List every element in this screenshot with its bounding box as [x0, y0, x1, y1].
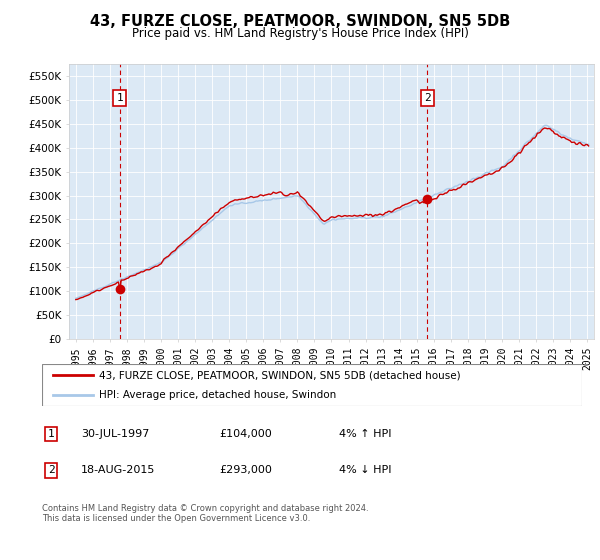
Text: 1: 1 [116, 93, 123, 103]
Text: Contains HM Land Registry data © Crown copyright and database right 2024.
This d: Contains HM Land Registry data © Crown c… [42, 504, 368, 524]
Text: HPI: Average price, detached house, Swindon: HPI: Average price, detached house, Swin… [98, 390, 336, 400]
Text: 1: 1 [47, 429, 55, 439]
Text: 30-JUL-1997: 30-JUL-1997 [81, 429, 149, 439]
Text: 43, FURZE CLOSE, PEATMOOR, SWINDON, SN5 5DB (detached house): 43, FURZE CLOSE, PEATMOOR, SWINDON, SN5 … [98, 370, 460, 380]
Text: 43, FURZE CLOSE, PEATMOOR, SWINDON, SN5 5DB: 43, FURZE CLOSE, PEATMOOR, SWINDON, SN5 … [90, 14, 510, 29]
Text: 2: 2 [424, 93, 431, 103]
Text: 2: 2 [47, 465, 55, 475]
FancyBboxPatch shape [42, 364, 582, 406]
Text: 4% ↓ HPI: 4% ↓ HPI [339, 465, 391, 475]
Text: 18-AUG-2015: 18-AUG-2015 [81, 465, 155, 475]
Text: 4% ↑ HPI: 4% ↑ HPI [339, 429, 391, 439]
Text: £104,000: £104,000 [219, 429, 272, 439]
Text: Price paid vs. HM Land Registry's House Price Index (HPI): Price paid vs. HM Land Registry's House … [131, 27, 469, 40]
Text: £293,000: £293,000 [219, 465, 272, 475]
